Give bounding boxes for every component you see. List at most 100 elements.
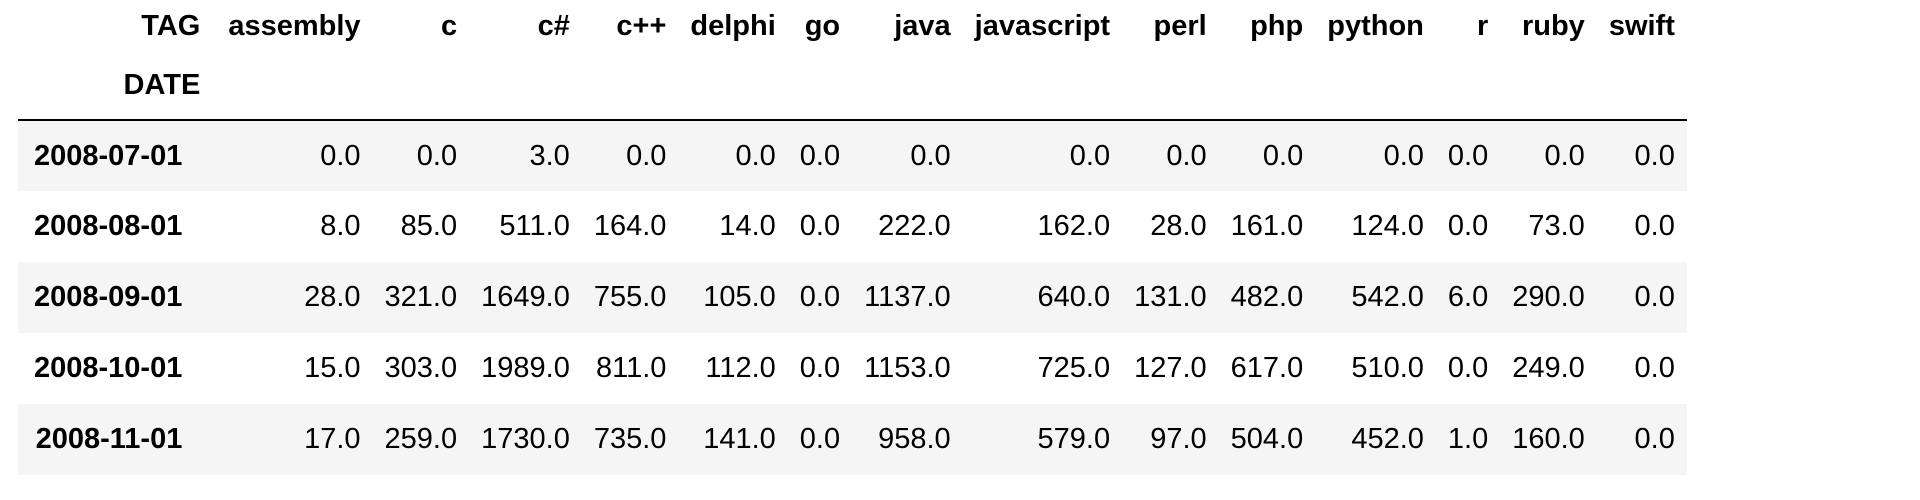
columns-name-label: TAG bbox=[141, 9, 201, 42]
column-header-swift: swift bbox=[1608, 9, 1675, 42]
table-cell: 0.0 bbox=[320, 139, 361, 172]
column-header-c-plus: c++ bbox=[616, 9, 667, 42]
table-cell: 0.0 bbox=[416, 139, 458, 172]
table-cell: 85.0 bbox=[400, 210, 458, 242]
table-cell: 755.0 bbox=[593, 281, 667, 313]
column-header-assembly: assembly bbox=[228, 9, 361, 42]
index-row-spacer bbox=[1435, 52, 1501, 121]
table-cell: 0.0 bbox=[1634, 139, 1675, 172]
index-row-spacer bbox=[1218, 52, 1316, 121]
index-row-spacer bbox=[787, 52, 853, 121]
table-cell: 0.0 bbox=[1634, 352, 1675, 384]
index-row-spacer bbox=[372, 52, 470, 121]
table-cell: 160.0 bbox=[1512, 423, 1585, 455]
table-cell: 105.0 bbox=[703, 281, 776, 313]
table-cell: 0.0 bbox=[1447, 139, 1489, 172]
table-cell: 0.0 bbox=[735, 139, 776, 172]
table-cell: 141.0 bbox=[703, 423, 776, 455]
table-cell: 1649.0 bbox=[481, 281, 570, 313]
column-header-java: java bbox=[894, 9, 951, 42]
table-cell: 1153.0 bbox=[864, 352, 951, 384]
table-cell: 17.0 bbox=[304, 423, 361, 455]
table-cell: 958.0 bbox=[878, 423, 951, 455]
table-row: 2008-11-01 17.0 259.0 1730.0 735.0 141.0 0.0 95… bbox=[18, 404, 1687, 475]
table-cell: 735.0 bbox=[593, 423, 667, 455]
index-row-spacer bbox=[581, 52, 679, 121]
table-cell: 303.0 bbox=[384, 352, 458, 384]
table-cell: 542.0 bbox=[1351, 281, 1424, 313]
row-index-date: 2008-10-01 bbox=[34, 352, 183, 384]
column-header-delphi: delphi bbox=[690, 9, 776, 42]
table-row: 2008-07-01 0.0 0.0 3.0 0.0 0.0 0.0 0.0 0.0 0.0 0.0… bbox=[18, 120, 1687, 191]
table-cell: 504.0 bbox=[1230, 423, 1304, 455]
table-cell: 511.0 bbox=[499, 210, 570, 242]
table-cell: 482.0 bbox=[1230, 281, 1304, 313]
table-cell: 321.0 bbox=[384, 281, 458, 313]
table-cell: 15.0 bbox=[304, 352, 361, 384]
table-cell: 290.0 bbox=[1512, 281, 1585, 313]
table-cell: 0.0 bbox=[910, 139, 951, 172]
table-cell: 452.0 bbox=[1351, 423, 1424, 455]
table-cell: 0.0 bbox=[799, 423, 841, 455]
table-cell: 640.0 bbox=[1037, 281, 1111, 313]
table-cell: 0.0 bbox=[799, 352, 841, 384]
table-cell: 8.0 bbox=[320, 210, 361, 242]
index-row-spacer bbox=[216, 52, 373, 121]
table-cell: 73.0 bbox=[1528, 210, 1585, 242]
row-index-date: 2008-08-01 bbox=[34, 210, 183, 242]
table-cell: 0.0 bbox=[799, 210, 841, 242]
table-cell: 579.0 bbox=[1037, 423, 1111, 455]
table-cell: 617.0 bbox=[1230, 352, 1304, 384]
dataframe-table: TAG assembly c c# c++ delphi go java javascript… bbox=[18, 0, 1687, 475]
table-cell: 131.0 bbox=[1134, 281, 1207, 313]
table-cell: 97.0 bbox=[1150, 423, 1207, 455]
index-row-spacer bbox=[1596, 52, 1687, 121]
row-index-date: 2008-07-01 bbox=[34, 139, 183, 172]
table-cell: 725.0 bbox=[1037, 352, 1111, 384]
table-cell: 249.0 bbox=[1512, 352, 1585, 384]
table-row: 2008-10-01 15.0 303.0 1989.0 811.0 112.0 0.0 11… bbox=[18, 333, 1687, 404]
index-name-row: DATE bbox=[18, 52, 1687, 121]
index-row-spacer bbox=[1315, 52, 1436, 121]
table-cell: 28.0 bbox=[1150, 210, 1207, 242]
table-cell: 124.0 bbox=[1351, 210, 1424, 242]
column-header-row: TAG assembly c c# c++ delphi go java javascript… bbox=[18, 0, 1687, 52]
index-name-label: DATE bbox=[18, 52, 217, 121]
column-header-python: python bbox=[1327, 9, 1424, 42]
column-header-c-sharp: c# bbox=[537, 9, 570, 42]
index-row-spacer bbox=[1122, 52, 1219, 121]
column-header-r: r bbox=[1476, 9, 1489, 42]
table-cell: 161.0 bbox=[1230, 210, 1304, 242]
table-cell: 222.0 bbox=[878, 210, 951, 242]
index-row-spacer bbox=[678, 52, 788, 121]
table-cell: 162.0 bbox=[1037, 210, 1111, 242]
table-cell: 3.0 bbox=[529, 139, 570, 172]
table-cell: 0.0 bbox=[1166, 139, 1207, 172]
table-cell: 259.0 bbox=[384, 423, 458, 455]
table-cell: 1989.0 bbox=[481, 352, 570, 384]
table-row: 2008-09-01 28.0 321.0 1649.0 755.0 105.0 0.0 11… bbox=[18, 262, 1687, 333]
column-header-c: c bbox=[440, 9, 458, 42]
table-row: 2008-08-01 8.0 85.0 511.0 164.0 14.0 0.0 222.0 1… bbox=[18, 191, 1687, 262]
index-row-spacer bbox=[962, 52, 1123, 121]
table-cell: 0.0 bbox=[1447, 352, 1489, 384]
table-cell: 510.0 bbox=[1351, 352, 1424, 384]
table-cell: 112.0 bbox=[705, 352, 776, 384]
table-cell: 0.0 bbox=[799, 139, 841, 172]
table-cell: 164.0 bbox=[593, 210, 667, 242]
column-header-ruby: ruby bbox=[1521, 9, 1585, 42]
table-cell: 1.0 bbox=[1447, 423, 1489, 455]
column-header-php: php bbox=[1250, 9, 1304, 42]
table-cell: 0.0 bbox=[1069, 139, 1111, 172]
index-row-spacer bbox=[1500, 52, 1597, 121]
table-cell: 0.0 bbox=[626, 139, 667, 172]
table-cell: 0.0 bbox=[1544, 139, 1585, 172]
table-cell: 0.0 bbox=[1447, 210, 1489, 242]
table-cell: 0.0 bbox=[1634, 281, 1675, 313]
row-index-date: 2008-09-01 bbox=[34, 281, 183, 313]
table-header: TAG assembly c c# c++ delphi go java javascript… bbox=[18, 0, 1687, 121]
index-row-spacer bbox=[469, 52, 582, 121]
column-header-go: go bbox=[804, 9, 841, 42]
table-cell: 0.0 bbox=[1634, 423, 1675, 455]
